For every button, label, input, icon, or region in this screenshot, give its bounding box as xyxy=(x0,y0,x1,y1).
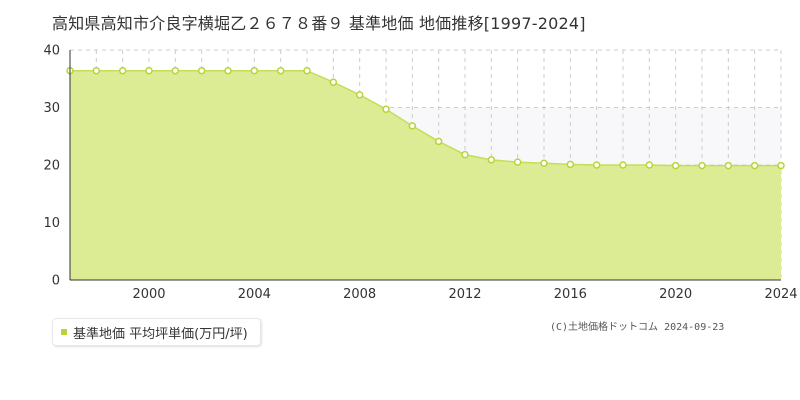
data-point xyxy=(434,137,443,146)
data-point xyxy=(645,161,654,169)
y-tick-label: 10 xyxy=(43,216,60,231)
x-tick-label: 2000 xyxy=(132,287,165,302)
data-point xyxy=(355,91,364,99)
data-point xyxy=(382,105,390,113)
series-line xyxy=(70,69,781,167)
data-point xyxy=(698,161,706,170)
data-point xyxy=(408,122,417,130)
axis-layer xyxy=(69,50,781,281)
data-point xyxy=(224,66,232,75)
data-point xyxy=(118,66,127,75)
x-tick-label: 2024 xyxy=(764,287,797,302)
data-point xyxy=(303,66,311,75)
data-point xyxy=(724,161,733,170)
y-tick-label: 20 xyxy=(43,159,60,174)
data-point xyxy=(671,161,680,170)
data-point xyxy=(540,159,548,168)
x-tick-label: 2004 xyxy=(238,287,271,302)
data-point xyxy=(329,78,338,86)
data-point xyxy=(250,66,259,75)
data-point xyxy=(145,66,153,75)
data-point xyxy=(461,150,469,159)
chart-title: 高知県高知市介良字横堀乙２６７８番９ 基準地価 地価推移[1997-2024] xyxy=(52,14,586,33)
marker-layer xyxy=(66,66,785,170)
data-point xyxy=(592,161,601,169)
x-tick-label: 2012 xyxy=(448,287,481,302)
data-point xyxy=(276,66,285,75)
y-tick-label: 40 xyxy=(43,44,60,59)
legend-label: 基準地価 平均坪単価(万円/坪) xyxy=(73,326,248,342)
area-series xyxy=(70,70,781,280)
data-point xyxy=(750,161,759,170)
data-point xyxy=(92,66,101,75)
data-point xyxy=(171,66,180,75)
data-point xyxy=(513,158,522,166)
y-tick-label: 30 xyxy=(43,101,60,116)
tick-label-layer: 0 10 20 30 40 2000 2004 2008 2012 2016 2020 2024 xyxy=(43,44,797,303)
data-point xyxy=(197,66,206,75)
x-tick-label: 2020 xyxy=(659,287,692,302)
data-point xyxy=(619,161,627,169)
legend-marker xyxy=(61,329,67,335)
x-tick-label: 2008 xyxy=(343,287,376,302)
copyright-text: (C)土地価格ドットコム 2024-09-23 xyxy=(550,322,725,333)
y-tick-label: 0 xyxy=(52,274,60,289)
legend[interactable]: 基準地価 平均坪単価(万円/坪) xyxy=(52,318,261,346)
x-tick-label: 2016 xyxy=(554,287,587,302)
data-point xyxy=(487,156,496,164)
data-point xyxy=(777,161,785,170)
data-point xyxy=(566,160,575,169)
